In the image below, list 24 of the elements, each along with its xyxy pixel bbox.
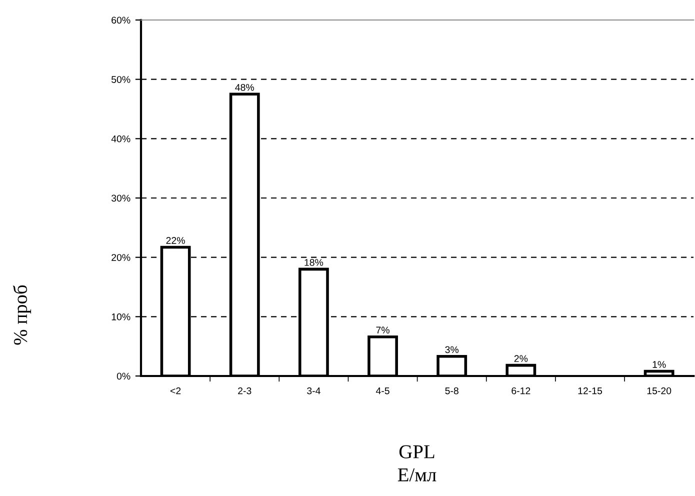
x-tick-label: <2 xyxy=(170,387,181,394)
data-label: 18% xyxy=(304,259,324,266)
data-label: 7% xyxy=(376,326,390,334)
data-label: 22% xyxy=(166,237,185,244)
x-tick-label: 12-15 xyxy=(578,387,602,394)
y-axis-title: % проб xyxy=(12,285,32,345)
x-tick-label: 5-8 xyxy=(445,387,458,394)
x-tick-label: 3-4 xyxy=(307,387,320,394)
y-tick-label: 20% xyxy=(112,254,130,261)
y-tick-label: 50% xyxy=(112,76,130,83)
y-tick-label: 30% xyxy=(111,194,130,202)
y-tick-label: 40% xyxy=(111,135,130,142)
y-tick-label: 10% xyxy=(112,313,130,320)
x-tick-label: 15-20 xyxy=(647,387,672,394)
x-tick-label: 6-12 xyxy=(512,387,530,394)
y-tick-label: 0% xyxy=(116,372,130,380)
data-label: 1% xyxy=(652,361,666,368)
data-label: 48% xyxy=(235,84,254,91)
x-tick-label: 4-5 xyxy=(376,387,390,394)
x-axis-title: GPL Е/мл xyxy=(398,445,436,482)
data-label: 2% xyxy=(514,355,528,362)
data-label: 3% xyxy=(445,346,459,354)
x-tick-label: 2-3 xyxy=(238,387,252,394)
y-tick-label: 60% xyxy=(112,16,130,24)
